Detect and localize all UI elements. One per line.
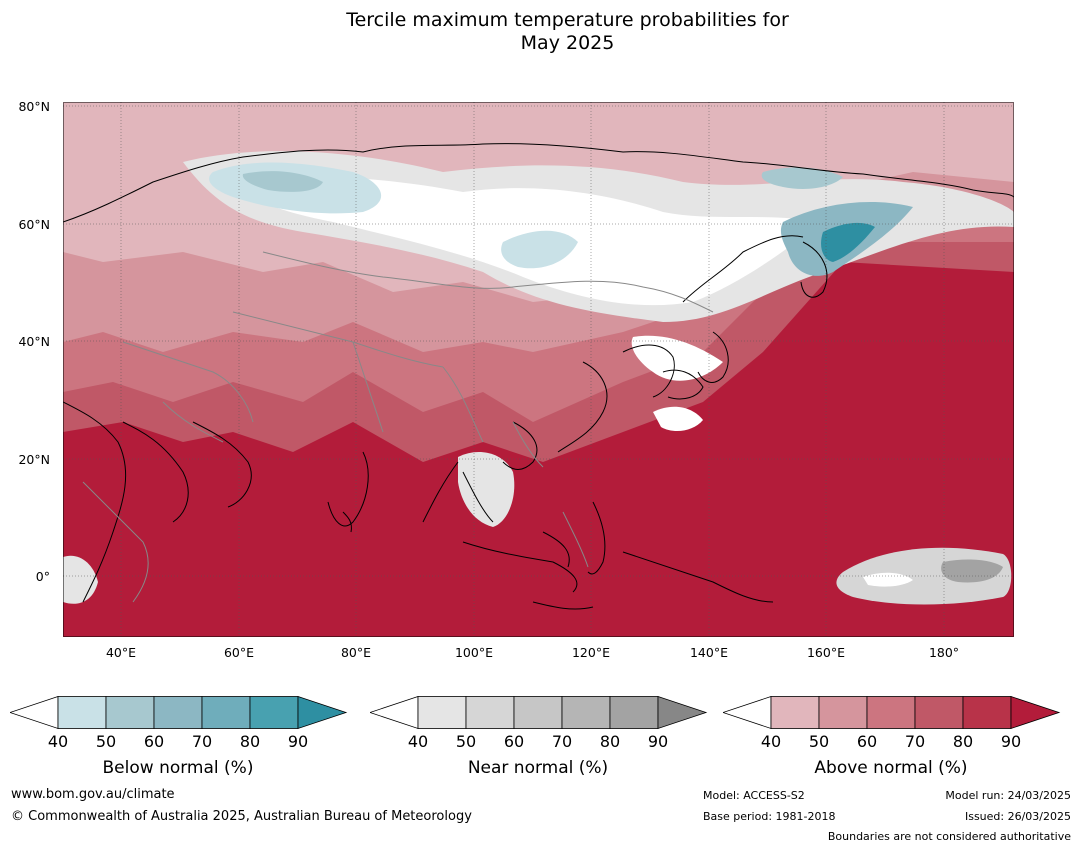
lat-label-20n: 20°N (18, 452, 50, 467)
footer-base-period: Base period: 1981-2018 (703, 810, 836, 823)
region-below-50-yakutia (761, 167, 843, 189)
colorbar-above-normal-bin-2 (818, 696, 868, 729)
near-tick-80: 80 (599, 732, 621, 751)
colorbar-above-normal (723, 696, 1061, 730)
lat-label-0: 0° (35, 569, 50, 584)
lon-label-180: 180° (928, 645, 960, 660)
colorbar-above-normal-lower-extension (723, 696, 772, 730)
graticule (63, 102, 1014, 637)
colorbar-below-normal-bin-1 (57, 696, 107, 729)
lon-label-160e: 160°E (806, 645, 845, 660)
chart-title: Tercile maximum temperature probabilitie… (0, 9, 1081, 55)
region-near-normal-indochina (458, 452, 515, 527)
near-tick-40: 40 (407, 732, 429, 751)
title-line-1: Tercile maximum temperature probabilitie… (346, 9, 789, 31)
colorbar-near-normal (370, 696, 708, 730)
region-near-normal-pacific-80 (941, 559, 1003, 583)
below-tick-90: 90 (287, 732, 309, 751)
lat-label-40n: 40°N (18, 334, 50, 349)
footer-url[interactable]: www.bom.gov.au/climate (11, 787, 175, 802)
region-near-normal-east-africa (63, 555, 98, 604)
lon-label-100e: 100°E (454, 645, 493, 660)
region-below-40-baikal (501, 230, 578, 269)
lon-label-60e: 60°E (223, 645, 255, 660)
below-tick-40: 40 (47, 732, 69, 751)
lon-label-120e: 120°E (571, 645, 610, 660)
below-tick-50: 50 (95, 732, 117, 751)
colorbar-near-normal-bin-5 (609, 696, 659, 729)
below-normal-title: Below normal (%) (102, 758, 254, 778)
region-below-90-okhotsk (821, 222, 875, 262)
colorbar-near-normal-bin-4 (561, 696, 611, 729)
colorbar-below-normal-bin-3 (153, 696, 203, 729)
lat-label-80n: 80°N (18, 99, 50, 114)
title-line-2: May 2025 (520, 32, 615, 54)
country-borders (82, 251, 714, 603)
above-tick-80: 80 (952, 732, 974, 751)
above-tick-90: 90 (1000, 732, 1022, 751)
lon-label-40e: 40°E (105, 645, 137, 660)
below-tick-80: 80 (239, 732, 261, 751)
colorbar-above-normal-bin-1 (770, 696, 820, 729)
lon-label-80e: 80°E (340, 645, 372, 660)
colorbar-near-normal-upper-extension (657, 696, 708, 730)
region-below-50-west-siberia (242, 171, 323, 192)
region-white-japan-sea (631, 335, 723, 381)
above-tick-40: 40 (760, 732, 782, 751)
footer-model-run: Model run: 24/03/2025 (945, 789, 1071, 802)
colorbar-above-normal-upper-extension (1010, 696, 1061, 730)
above-tick-60: 60 (856, 732, 878, 751)
near-tick-60: 60 (503, 732, 525, 751)
above-normal-title: Above normal (%) (814, 758, 968, 778)
probability-map (63, 102, 1014, 637)
lat-label-60n: 60°N (18, 217, 50, 232)
colorbar-below-normal (10, 696, 348, 730)
colorbar-below-normal-bin-2 (105, 696, 155, 729)
region-white-nw-pacific (653, 406, 703, 432)
footer-copyright: © Commonwealth of Australia 2025, Austra… (11, 809, 472, 824)
below-tick-60: 60 (143, 732, 165, 751)
footer-issued: Issued: 26/03/2025 (964, 810, 1071, 823)
above-tick-50: 50 (808, 732, 830, 751)
above-tick-70: 70 (904, 732, 926, 751)
colorbar-above-normal-bin-3 (866, 696, 916, 729)
footer-model: Model: ACCESS-S2 (703, 789, 805, 802)
near-tick-70: 70 (551, 732, 573, 751)
below-tick-70: 70 (191, 732, 213, 751)
colorbar-below-normal-bin-5 (249, 696, 299, 729)
footer-disclaimer: Boundaries are not considered authoritat… (827, 830, 1071, 843)
coastlines (63, 143, 1014, 610)
colorbar-near-normal-bin-3 (513, 696, 563, 729)
colorbar-near-normal-bin-2 (465, 696, 515, 729)
map-frame (63, 102, 1014, 637)
colorbar-near-normal-bin-1 (417, 696, 467, 729)
colorbar-below-normal-lower-extension (10, 696, 59, 730)
colorbar-below-normal-upper-extension (297, 696, 348, 730)
colorbar-above-normal-bin-5 (962, 696, 1012, 729)
colorbar-below-normal-bin-4 (201, 696, 251, 729)
lon-label-140e: 140°E (689, 645, 728, 660)
colorbar-above-normal-bin-4 (914, 696, 964, 729)
near-normal-title: Near normal (%) (467, 758, 609, 778)
near-tick-90: 90 (647, 732, 669, 751)
colorbar-near-normal-lower-extension (370, 696, 419, 730)
near-tick-50: 50 (455, 732, 477, 751)
